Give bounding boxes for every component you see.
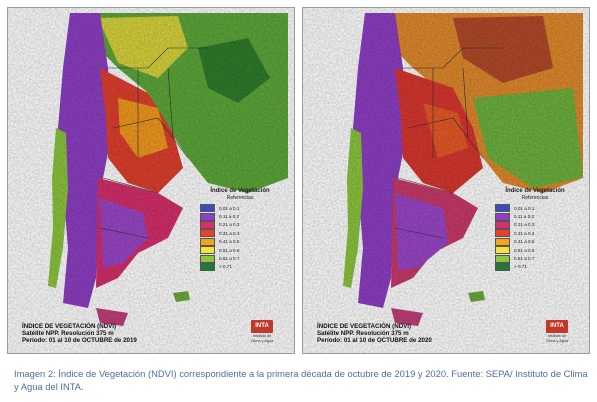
legend-title: Índice de Vegetación xyxy=(505,188,565,194)
legend-item: 0.41 a 0.5 xyxy=(200,237,280,246)
legend-swatch xyxy=(200,246,215,255)
legend-swatch xyxy=(495,204,510,213)
legend-label: 0.11 a 0.2 xyxy=(219,214,240,220)
legend-swatch xyxy=(495,262,510,271)
legend-swatch xyxy=(200,237,215,246)
legend-item: 0.41 a 0.5 xyxy=(495,237,575,246)
map-title: ÍNDICE DE VEGETACIÓN (NDVI) xyxy=(22,323,117,330)
legend-label: 0.61 a 0.7 xyxy=(219,256,240,262)
legend-label: 0.41 a 0.5 xyxy=(514,239,535,245)
legend-label: 0.41 a 0.5 xyxy=(219,239,240,245)
legend-item: 0.11 a 0.2 xyxy=(495,212,575,221)
map-period: Período: 01 al 10 de OCTUBRE de 2020 xyxy=(317,337,432,344)
legend-item: 0.31 a 0.4 xyxy=(495,229,575,238)
legend-label: > 0.71 xyxy=(514,264,527,270)
inta-badge: INTA xyxy=(546,320,568,333)
legend-subtitle: Referencias xyxy=(226,195,254,201)
ndvi-map-2020: Índice de Vegetación Referencias 0.01 a … xyxy=(302,7,590,354)
legend-label: 0.01 a 0.1 xyxy=(219,205,240,211)
legend-swatch xyxy=(200,204,215,213)
legend-swatch xyxy=(495,229,510,238)
legend-item: 0.01 a 0.1 xyxy=(200,204,280,213)
legend-item: 0.21 a 0.3 xyxy=(495,220,575,229)
legend-label: 0.21 a 0.3 xyxy=(514,222,535,228)
legend-item: 0.61 a 0.7 xyxy=(495,254,575,263)
ndvi-legend-2019: Índice de Vegetación Referencias 0.01 a … xyxy=(200,188,280,271)
legend-item: > 0.71 xyxy=(495,262,575,271)
legend-label: > 0.71 xyxy=(219,264,232,270)
legend-item: 0.01 a 0.1 xyxy=(495,204,575,213)
legend-title: Índice de Vegetación xyxy=(210,188,270,194)
map-satellite: Satélite NPP. Resolución 375 m xyxy=(22,330,114,337)
legend-swatch xyxy=(200,229,215,238)
legend-item: 0.61 a 0.7 xyxy=(200,254,280,263)
inta-badge: INTA xyxy=(251,320,273,333)
legend-subtitle: Referencias xyxy=(521,195,549,201)
legend-label: 0.51 a 0.6 xyxy=(219,247,240,253)
legend-label: 0.51 a 0.6 xyxy=(514,247,535,253)
map-satellite: Satélite NPP. Resolución 375 m xyxy=(317,330,409,337)
inta-logo: INTA Instituto de Clima y Agua xyxy=(248,320,276,343)
map-caption-2020: ÍNDICE DE VEGETACIÓN (NDVI) Satélite NPP… xyxy=(317,323,432,344)
legend-item: 0.11 a 0.2 xyxy=(200,212,280,221)
legend-swatch xyxy=(200,220,215,229)
map-title: ÍNDICE DE VEGETACIÓN (NDVI) xyxy=(317,323,412,330)
legend-item: 0.51 a 0.6 xyxy=(495,246,575,255)
inta-logo-subtitle: Instituto de Clima y Agua xyxy=(250,334,274,343)
map-caption-2019: ÍNDICE DE VEGETACIÓN (NDVI) Satélite NPP… xyxy=(22,323,137,344)
ndvi-legend-2020: Índice de Vegetación Referencias 0.01 a … xyxy=(495,188,575,271)
legend-swatch xyxy=(495,220,510,229)
legend-item: 0.21 a 0.3 xyxy=(200,220,280,229)
figure-caption: Imagen 2: Índice de Vegetación (NDVI) co… xyxy=(14,368,588,392)
legend-label: 0.21 a 0.3 xyxy=(219,222,240,228)
legend-item: 0.51 a 0.6 xyxy=(200,246,280,255)
legend-item: > 0.71 xyxy=(200,262,280,271)
map-period: Período: 01 al 10 de OCTUBRE de 2019 xyxy=(22,337,137,344)
legend-label: 0.01 a 0.1 xyxy=(514,205,535,211)
legend-label: 0.61 a 0.7 xyxy=(514,256,535,262)
legend-swatch xyxy=(200,212,215,221)
legend-label: 0.31 a 0.4 xyxy=(514,230,535,236)
inta-logo: INTA Instituto de Clima y Agua xyxy=(543,320,571,343)
legend-label: 0.31 a 0.4 xyxy=(219,230,240,236)
legend-label: 0.11 a 0.2 xyxy=(514,214,535,220)
inta-logo-subtitle: Instituto de Clima y Agua xyxy=(545,334,569,343)
ndvi-map-2019: Índice de Vegetación Referencias 0.01 a … xyxy=(7,7,295,354)
legend-swatch xyxy=(200,254,215,263)
legend-items: 0.01 a 0.1 0.11 a 0.2 0.21 a 0.3 0.31 a … xyxy=(200,204,280,271)
map-2019-canvas xyxy=(8,8,294,353)
legend-swatch xyxy=(495,254,510,263)
legend-swatch xyxy=(495,212,510,221)
legend-swatch xyxy=(495,246,510,255)
map-2020-canvas xyxy=(303,8,589,353)
legend-swatch xyxy=(200,262,215,271)
legend-item: 0.31 a 0.4 xyxy=(200,229,280,238)
legend-items: 0.01 a 0.1 0.11 a 0.2 0.21 a 0.3 0.31 a … xyxy=(495,204,575,271)
legend-swatch xyxy=(495,237,510,246)
